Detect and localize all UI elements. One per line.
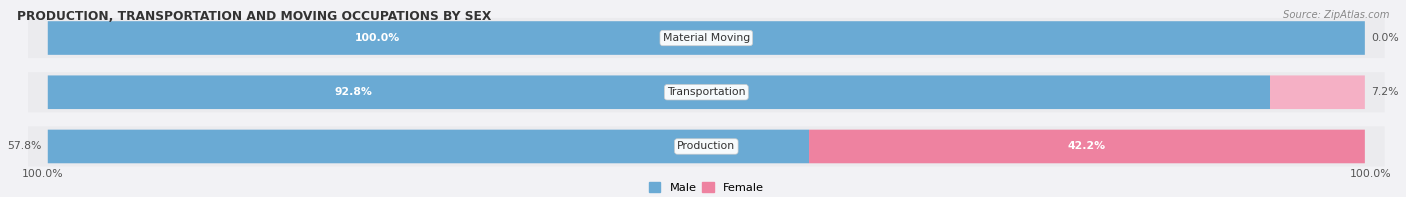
Text: 92.8%: 92.8% [335, 87, 373, 97]
FancyBboxPatch shape [48, 130, 808, 163]
FancyBboxPatch shape [48, 21, 1365, 55]
Text: Transportation: Transportation [666, 87, 745, 97]
Text: 100.0%: 100.0% [354, 33, 399, 43]
FancyBboxPatch shape [1270, 75, 1365, 109]
Text: PRODUCTION, TRANSPORTATION AND MOVING OCCUPATIONS BY SEX: PRODUCTION, TRANSPORTATION AND MOVING OC… [17, 10, 491, 23]
Text: 7.2%: 7.2% [1371, 87, 1399, 97]
Legend: Male, Female: Male, Female [644, 178, 768, 197]
FancyBboxPatch shape [28, 126, 1385, 166]
Text: 100.0%: 100.0% [1350, 169, 1391, 178]
Text: 100.0%: 100.0% [21, 169, 63, 178]
Text: Material Moving: Material Moving [662, 33, 749, 43]
FancyBboxPatch shape [28, 18, 1385, 58]
Text: 0.0%: 0.0% [1371, 33, 1399, 43]
FancyBboxPatch shape [48, 75, 1270, 109]
Text: Production: Production [678, 141, 735, 151]
Text: Source: ZipAtlas.com: Source: ZipAtlas.com [1282, 10, 1389, 20]
Text: 42.2%: 42.2% [1069, 141, 1107, 151]
FancyBboxPatch shape [808, 130, 1365, 163]
FancyBboxPatch shape [28, 72, 1385, 112]
Text: 57.8%: 57.8% [7, 141, 41, 151]
